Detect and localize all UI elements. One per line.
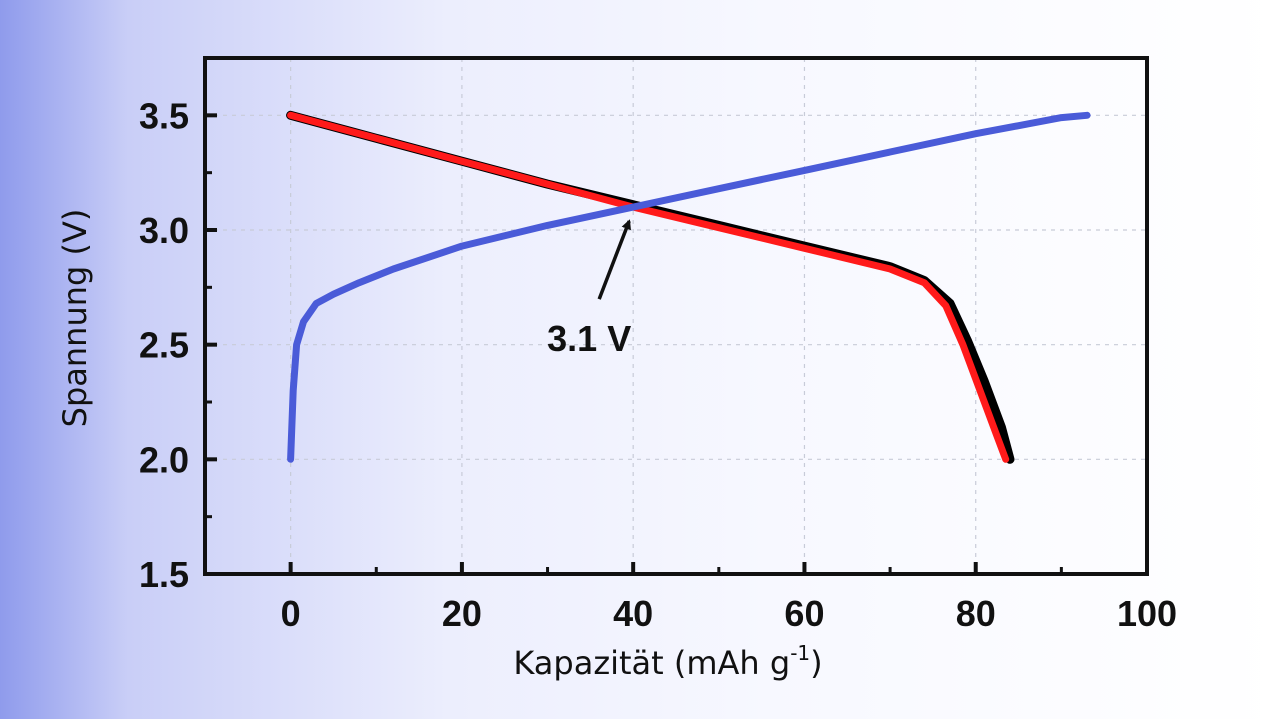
plot-area xyxy=(205,58,1147,574)
series-line-2 xyxy=(287,111,1010,463)
y-tick-label: 3.5 xyxy=(139,95,189,136)
annotation-label: 3.1 V xyxy=(547,318,631,359)
grid xyxy=(205,58,1147,574)
x-tick-label: 80 xyxy=(956,593,996,634)
annotations: 3.1 V xyxy=(547,219,631,359)
x-tick-label: 20 xyxy=(442,593,482,634)
y-tick-label: 2.0 xyxy=(139,439,189,480)
ticks: 0 20 40 60 80 100 1.5 2.0 2.5 3.0 3.5 xyxy=(139,95,1177,634)
x-tick-label: 60 xyxy=(784,593,824,634)
y-tick-label: 1.5 xyxy=(139,554,189,595)
annotation-arrow xyxy=(597,219,631,300)
x-tick-label: 0 xyxy=(281,593,301,634)
series-line-1 xyxy=(286,110,1015,464)
y-tick-label: 2.5 xyxy=(139,325,189,366)
series-line-3 xyxy=(287,111,1091,463)
x-tick-label: 100 xyxy=(1117,593,1177,634)
y-axis-title: Spannung (V) xyxy=(56,209,94,428)
series-group xyxy=(286,110,1091,464)
plot-frame xyxy=(203,56,1149,576)
x-axis-title: Kapazität (mAh g-1) xyxy=(513,641,822,682)
y-tick-label: 3.0 xyxy=(139,210,189,251)
x-tick-label: 40 xyxy=(613,593,653,634)
